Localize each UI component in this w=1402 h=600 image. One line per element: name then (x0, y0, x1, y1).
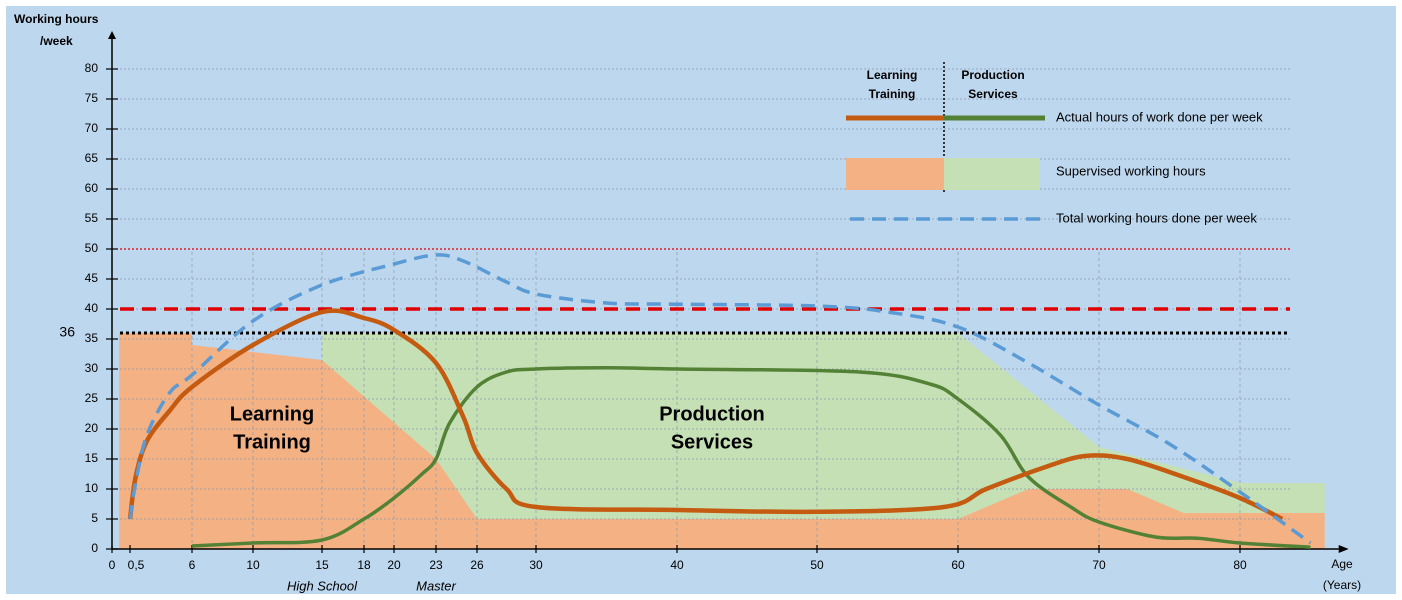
y-tick-label: 55 (85, 211, 99, 225)
x-tick-label: 6 (189, 558, 196, 572)
y-axis-label: Working hours (14, 12, 99, 26)
y-tick-label: 20 (85, 421, 99, 435)
y-axis-arrow (108, 31, 116, 39)
region-label: Learning (230, 403, 314, 425)
legend-header: Services (968, 87, 1018, 101)
y-tick-label: 5 (91, 511, 98, 525)
x-tick-label: 60 (951, 558, 965, 572)
legend-header: Learning (867, 68, 918, 82)
supervised-area (119, 333, 1325, 549)
y-tick-label: 25 (85, 391, 99, 405)
x-axis-label: Age (1331, 557, 1353, 571)
x-tick-label: 80 (1233, 558, 1247, 572)
region-label: Production (659, 403, 765, 425)
legend-label: Actual hours of work done per week (1056, 109, 1263, 124)
x-tick-label: 20 (387, 558, 401, 572)
actual-line (191, 366, 1311, 549)
x-tick-label: 18 (357, 558, 371, 572)
legend-header: Production (961, 68, 1024, 82)
x-tick-label: 0 (109, 558, 116, 572)
total-line (128, 253, 1312, 545)
x-tick-label: 0,5 (128, 558, 145, 572)
y-tick-label: 75 (85, 91, 99, 105)
x-axis-arrow (1338, 545, 1349, 553)
y-tick-label: 10 (85, 481, 99, 495)
y-tick-label: 35 (85, 331, 99, 345)
y-axis-label: /week (40, 34, 73, 48)
y-tick-label: 30 (85, 361, 99, 375)
x-tick-label: 40 (670, 558, 684, 572)
x-annotation: High School (287, 578, 358, 593)
reference-label: 36 (59, 324, 75, 340)
legend-swatch (846, 158, 944, 190)
y-tick-label: 50 (85, 241, 99, 255)
region-label: Training (233, 431, 311, 453)
x-tick-label: 23 (429, 558, 443, 572)
y-tick-label: 45 (85, 271, 99, 285)
y-tick-label: 0 (91, 541, 98, 555)
legend-swatch (944, 158, 1040, 190)
actual-line (127, 308, 1284, 522)
legend-header: Training (869, 87, 916, 101)
y-tick-label: 40 (85, 301, 99, 315)
region-label: Services (671, 431, 753, 453)
x-tick-label: 30 (529, 558, 543, 572)
x-tick-label: 10 (246, 558, 260, 572)
x-axis-label: (Years) (1323, 578, 1361, 592)
x-tick-label: 15 (315, 558, 329, 572)
x-tick-label: 26 (470, 558, 484, 572)
y-tick-label: 60 (85, 181, 99, 195)
x-annotation: Master (416, 578, 456, 593)
y-tick-label: 15 (85, 451, 99, 465)
legend-label: Supervised working hours (1056, 163, 1206, 178)
y-tick-label: 70 (85, 121, 99, 135)
y-tick-label: 80 (85, 61, 99, 75)
legend-label: Total working hours done per week (1056, 210, 1257, 225)
y-tick-label: 65 (85, 151, 99, 165)
x-tick-label: 70 (1092, 558, 1106, 572)
x-tick-label: 50 (810, 558, 824, 572)
